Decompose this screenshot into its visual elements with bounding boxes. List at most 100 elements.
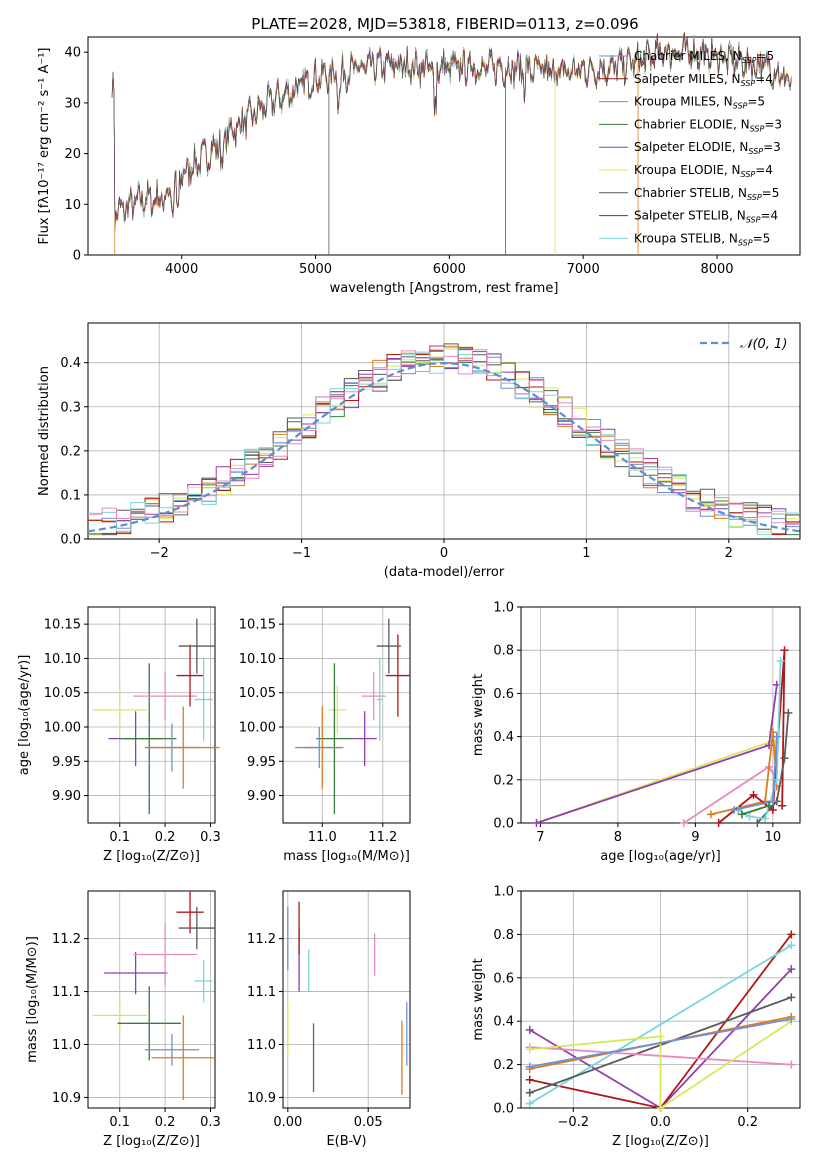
y-axis-label: Normed distribution [37, 366, 52, 496]
data-marker [787, 941, 796, 950]
legend-label: Salpeter ELODIE, NSSP=3 [634, 140, 781, 156]
legend-label: Chabrier MILES, NSSP=5 [634, 49, 774, 65]
y-tick-label: 10.00 [44, 721, 81, 736]
y-tick-label: 11.2 [52, 932, 81, 947]
y-tick-label: 0.2 [493, 1058, 514, 1073]
plot-frame [87, 322, 801, 540]
y-tick-label: 0.8 [493, 928, 514, 943]
data-marker [787, 1015, 796, 1024]
figure-title: PLATE=2028, MJD=53818, FIBERID=0113, z=0… [251, 15, 638, 33]
data-marker [765, 801, 773, 810]
x-tick-label: 0.05 [354, 1115, 383, 1130]
y-tick-label: 10.9 [247, 1091, 276, 1106]
data-marker [784, 708, 793, 717]
y-axis-label: mass [log₁₀(M/M⊙)] [25, 936, 40, 1063]
y-tick-label: 0.6 [493, 971, 514, 986]
y-tick-label: 0.0 [60, 533, 81, 548]
legend-label: 𝒩(0, 1) [740, 337, 787, 352]
x-tick-label: 0.3 [200, 1115, 221, 1130]
x-axis-label: wavelength [Angstrom, rest frame] [330, 281, 559, 296]
y-tick-label: 0.1 [60, 488, 81, 503]
data-marker [745, 812, 754, 821]
legend-label: Chabrier ELODIE, NSSP=3 [634, 117, 782, 133]
y-axis-label: mass weight [471, 674, 486, 756]
data-marker [772, 732, 781, 741]
plot-frame [87, 606, 216, 824]
y-tick-label: 0.0 [493, 817, 514, 832]
histogram-series [88, 347, 800, 536]
x-tick-label: 11.0 [308, 830, 337, 845]
data-marker [753, 819, 762, 827]
data-marker [768, 728, 777, 737]
y-tick-label: 30 [64, 96, 81, 111]
spectrum-series [111, 33, 792, 230]
x-tick-label: 8000 [700, 262, 733, 277]
data-marker [778, 801, 787, 810]
data-marker [525, 1099, 534, 1108]
x-axis-label: Z [log₁₀(Z/Z⊙)] [103, 1134, 200, 1149]
legend-label: Salpeter STELIB, NSSP=4 [634, 209, 778, 225]
x-tick-label: 0.00 [273, 1115, 302, 1130]
x-tick-label: 5000 [299, 262, 332, 277]
x-tick-label: 0 [440, 546, 448, 561]
y-axis-label: Flux [fλ10⁻¹⁷ erg cm⁻² s⁻¹ A⁻¹] [37, 48, 52, 245]
data-marker [525, 1045, 534, 1054]
y-tick-label: 10.00 [239, 721, 276, 736]
x-axis-label: age [log₁₀(age/yr)] [600, 849, 721, 864]
y-tick-label: 11.0 [52, 1038, 81, 1053]
y-tick-label: 10 [64, 198, 81, 213]
data-marker [730, 806, 739, 815]
y-tick-label: 0.6 [493, 687, 514, 702]
y-axis-label: age [log₁₀(age/yr)] [17, 655, 32, 776]
mass-weight-series [536, 684, 778, 824]
y-tick-label: 0.2 [493, 773, 514, 788]
data-marker [525, 1062, 534, 1071]
x-tick-label: −1 [292, 546, 311, 561]
data-marker [787, 993, 796, 1002]
mass-weight-series [529, 1020, 792, 1110]
x-tick-label: 0.1 [109, 830, 130, 845]
legend-label: Kroupa MILES, NSSP=5 [634, 95, 765, 111]
legend-label: Chabrier STELIB, NSSP=5 [634, 186, 779, 202]
plot-frame [87, 36, 801, 256]
x-tick-label: 0.2 [155, 830, 176, 845]
y-tick-label: 11.2 [247, 932, 276, 947]
plot-frame [282, 606, 411, 824]
mass-weight-vs-Z-panel: −0.2 0.0 0.2 0.0 0.2 0.4 0.6 0.8 1.0 Z [log₁₀(Z/Z… [471, 885, 801, 1149]
x-tick-label: 4000 [165, 262, 198, 277]
plot-frame [520, 606, 801, 824]
y-tick-label: 40 [64, 46, 81, 61]
mass-weight-series [529, 1018, 792, 1068]
data-marker [787, 965, 796, 974]
x-tick-label: −2 [150, 546, 169, 561]
y-tick-label: 10.05 [239, 686, 276, 701]
x-axis-label: mass [log₁₀(M/M⊙)] [283, 849, 410, 864]
y-tick-label: 10.9 [52, 1091, 81, 1106]
y-tick-label: 0.2 [60, 444, 81, 459]
y-tick-label: 0.4 [493, 1015, 514, 1030]
x-tick-label: 0.0 [650, 1115, 671, 1130]
x-tick-label: 0.2 [155, 1115, 176, 1130]
y-tick-label: 9.95 [52, 755, 81, 770]
data-marker [776, 657, 785, 665]
y-tick-label: 1.0 [493, 885, 514, 900]
normal-reference-curve [87, 361, 801, 533]
data-marker [525, 1025, 534, 1034]
x-tick-label: 8 [614, 830, 622, 845]
legend-label: Kroupa ELODIE, NSSP=4 [634, 163, 773, 179]
data-marker [749, 790, 758, 799]
x-axis-label: Z [log₁₀(Z/Z⊙)] [612, 1134, 709, 1149]
data-marker [532, 819, 541, 827]
data-marker [787, 1060, 796, 1069]
histogram-series [88, 349, 800, 525]
x-tick-label: 0.1 [109, 1115, 130, 1130]
spectrum-series [111, 36, 792, 230]
data-marker [679, 819, 688, 827]
data-marker [656, 1104, 665, 1112]
mass-vs-Z-panel: 0.1 0.2 0.3 10.9 11.0 11.1 11.2 Z [log₁₀(Z/Z⊙)]… [25, 890, 221, 1149]
mass-weight-series [741, 804, 770, 816]
x-tick-label: 7 [536, 830, 544, 845]
y-tick-label: 11.1 [247, 985, 276, 1000]
y-tick-label: 10.10 [239, 652, 276, 667]
x-tick-label: 9 [691, 830, 699, 845]
